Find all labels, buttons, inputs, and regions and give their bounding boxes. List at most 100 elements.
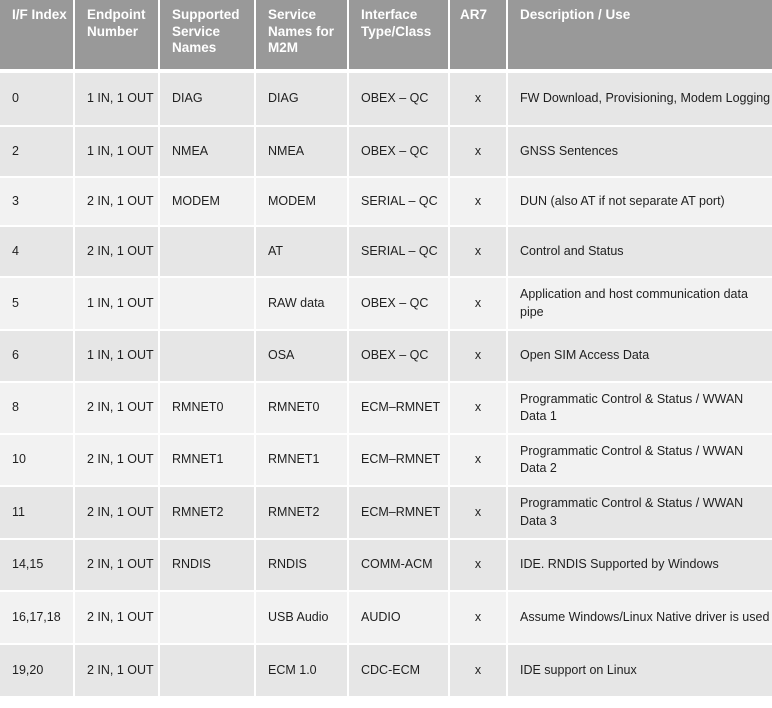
cell-m2m-service-names: RAW data (256, 278, 349, 331)
cell-interface-type: OBEX – QC (349, 278, 450, 331)
cell-m2m-service-names: ECM 1.0 (256, 645, 349, 698)
cell-m2m-service-names: RNDIS (256, 540, 349, 592)
cell-supported-service-names: DIAG (160, 73, 256, 127)
cell-if-index: 19,20 (0, 645, 75, 698)
cell-ar7: x (450, 278, 508, 331)
cell-interface-type: AUDIO (349, 592, 450, 645)
cell-description: Programmatic Control & Status / WWAN Dat… (508, 435, 772, 487)
cell-supported-service-names: RMNET1 (160, 435, 256, 487)
cell-interface-type: COMM-ACM (349, 540, 450, 592)
cell-description: FW Download, Provisioning, Modem Logging (508, 73, 772, 127)
cell-description: IDE. RNDIS Supported by Windows (508, 540, 772, 592)
cell-ar7: x (450, 383, 508, 435)
cell-supported-service-names (160, 331, 256, 383)
cell-supported-service-names (160, 227, 256, 278)
cell-endpoint-number: 2 IN, 1 OUT (75, 227, 160, 278)
cell-supported-service-names (160, 592, 256, 645)
cell-ar7: x (450, 435, 508, 487)
column-header-supported-service-names: Supported Service Names (160, 0, 256, 73)
cell-endpoint-number: 2 IN, 1 OUT (75, 645, 160, 698)
cell-endpoint-number: 2 IN, 1 OUT (75, 435, 160, 487)
cell-endpoint-number: 1 IN, 1 OUT (75, 127, 160, 178)
cell-if-index: 8 (0, 383, 75, 435)
cell-m2m-service-names: RMNET0 (256, 383, 349, 435)
cell-supported-service-names: NMEA (160, 127, 256, 178)
cell-description: Assume Windows/Linux Native driver is us… (508, 592, 772, 645)
column-header-description: Description / Use (508, 0, 772, 73)
cell-interface-type: OBEX – QC (349, 127, 450, 178)
cell-ar7: x (450, 540, 508, 592)
cell-if-index: 11 (0, 487, 75, 540)
cell-ar7: x (450, 178, 508, 227)
cell-if-index: 2 (0, 127, 75, 178)
cell-ar7: x (450, 227, 508, 278)
cell-description: Open SIM Access Data (508, 331, 772, 383)
cell-endpoint-number: 2 IN, 1 OUT (75, 540, 160, 592)
column-header-m2m-service-names: Service Names for M2M (256, 0, 349, 73)
cell-interface-type: OBEX – QC (349, 73, 450, 127)
cell-ar7: x (450, 73, 508, 127)
cell-supported-service-names (160, 278, 256, 331)
cell-description: Application and host communication data … (508, 278, 772, 331)
table-row: 19,20 2 IN, 1 OUT ECM 1.0 CDC-ECM x IDE suppo… (0, 645, 772, 698)
cell-supported-service-names: RMNET0 (160, 383, 256, 435)
cell-if-index: 6 (0, 331, 75, 383)
cell-ar7: x (450, 127, 508, 178)
table-row: 16,17,18 2 IN, 1 OUT USB Audio AUDIO x Assume… (0, 592, 772, 645)
cell-interface-type: SERIAL – QC (349, 227, 450, 278)
cell-ar7: x (450, 487, 508, 540)
cell-m2m-service-names: MODEM (256, 178, 349, 227)
cell-interface-type: ECM–RMNET (349, 383, 450, 435)
cell-interface-type: ECM–RMNET (349, 487, 450, 540)
cell-endpoint-number: 2 IN, 1 OUT (75, 383, 160, 435)
cell-ar7: x (450, 645, 508, 698)
column-header-if-index: I/F Index (0, 0, 75, 73)
cell-endpoint-number: 1 IN, 1 OUT (75, 278, 160, 331)
cell-m2m-service-names: OSA (256, 331, 349, 383)
cell-if-index: 4 (0, 227, 75, 278)
cell-interface-type: ECM–RMNET (349, 435, 450, 487)
cell-if-index: 14,15 (0, 540, 75, 592)
table-row: 11 2 IN, 1 OUT RMNET2 RMNET2 ECM–RMNET x Progr… (0, 487, 772, 540)
cell-if-index: 3 (0, 178, 75, 227)
cell-description: Control and Status (508, 227, 772, 278)
cell-endpoint-number: 1 IN, 1 OUT (75, 73, 160, 127)
cell-m2m-service-names: RMNET1 (256, 435, 349, 487)
cell-supported-service-names: RMNET2 (160, 487, 256, 540)
cell-interface-type: SERIAL – QC (349, 178, 450, 227)
cell-m2m-service-names: RMNET2 (256, 487, 349, 540)
cell-m2m-service-names: NMEA (256, 127, 349, 178)
cell-description: IDE support on Linux (508, 645, 772, 698)
cell-interface-type: CDC-ECM (349, 645, 450, 698)
cell-endpoint-number: 2 IN, 1 OUT (75, 487, 160, 540)
cell-endpoint-number: 2 IN, 1 OUT (75, 178, 160, 227)
column-header-endpoint-number: Endpoint Number (75, 0, 160, 73)
cell-supported-service-names (160, 645, 256, 698)
cell-if-index: 10 (0, 435, 75, 487)
header-row: I/F Index Endpoint Number Supported Servic… (0, 0, 772, 73)
cell-interface-type: OBEX – QC (349, 331, 450, 383)
cell-if-index: 16,17,18 (0, 592, 75, 645)
cell-supported-service-names: MODEM (160, 178, 256, 227)
table-row: 10 2 IN, 1 OUT RMNET1 RMNET1 ECM–RMNET x Progr… (0, 435, 772, 487)
column-header-ar7: AR7 (450, 0, 508, 73)
cell-m2m-service-names: USB Audio (256, 592, 349, 645)
column-header-interface-type: Interface Type/Class (349, 0, 450, 73)
cell-description: Programmatic Control & Status / WWAN Dat… (508, 383, 772, 435)
cell-m2m-service-names: AT (256, 227, 349, 278)
cell-description: DUN (also AT if not separate AT port) (508, 178, 772, 227)
cell-endpoint-number: 2 IN, 1 OUT (75, 592, 160, 645)
cell-if-index: 5 (0, 278, 75, 331)
cell-ar7: x (450, 592, 508, 645)
cell-m2m-service-names: DIAG (256, 73, 349, 127)
cell-description: GNSS Sentences (508, 127, 772, 178)
